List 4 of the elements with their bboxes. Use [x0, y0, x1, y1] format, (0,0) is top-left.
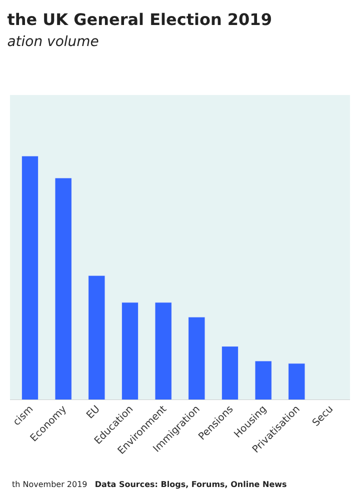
chart-subtitle: ation volume	[7, 34, 99, 50]
text: Data Sources: Blogs, Forums, Online News	[94, 480, 288, 489]
chart-title: the UK General Election 2019	[7, 10, 272, 29]
text: th November 2019	[12, 480, 88, 489]
